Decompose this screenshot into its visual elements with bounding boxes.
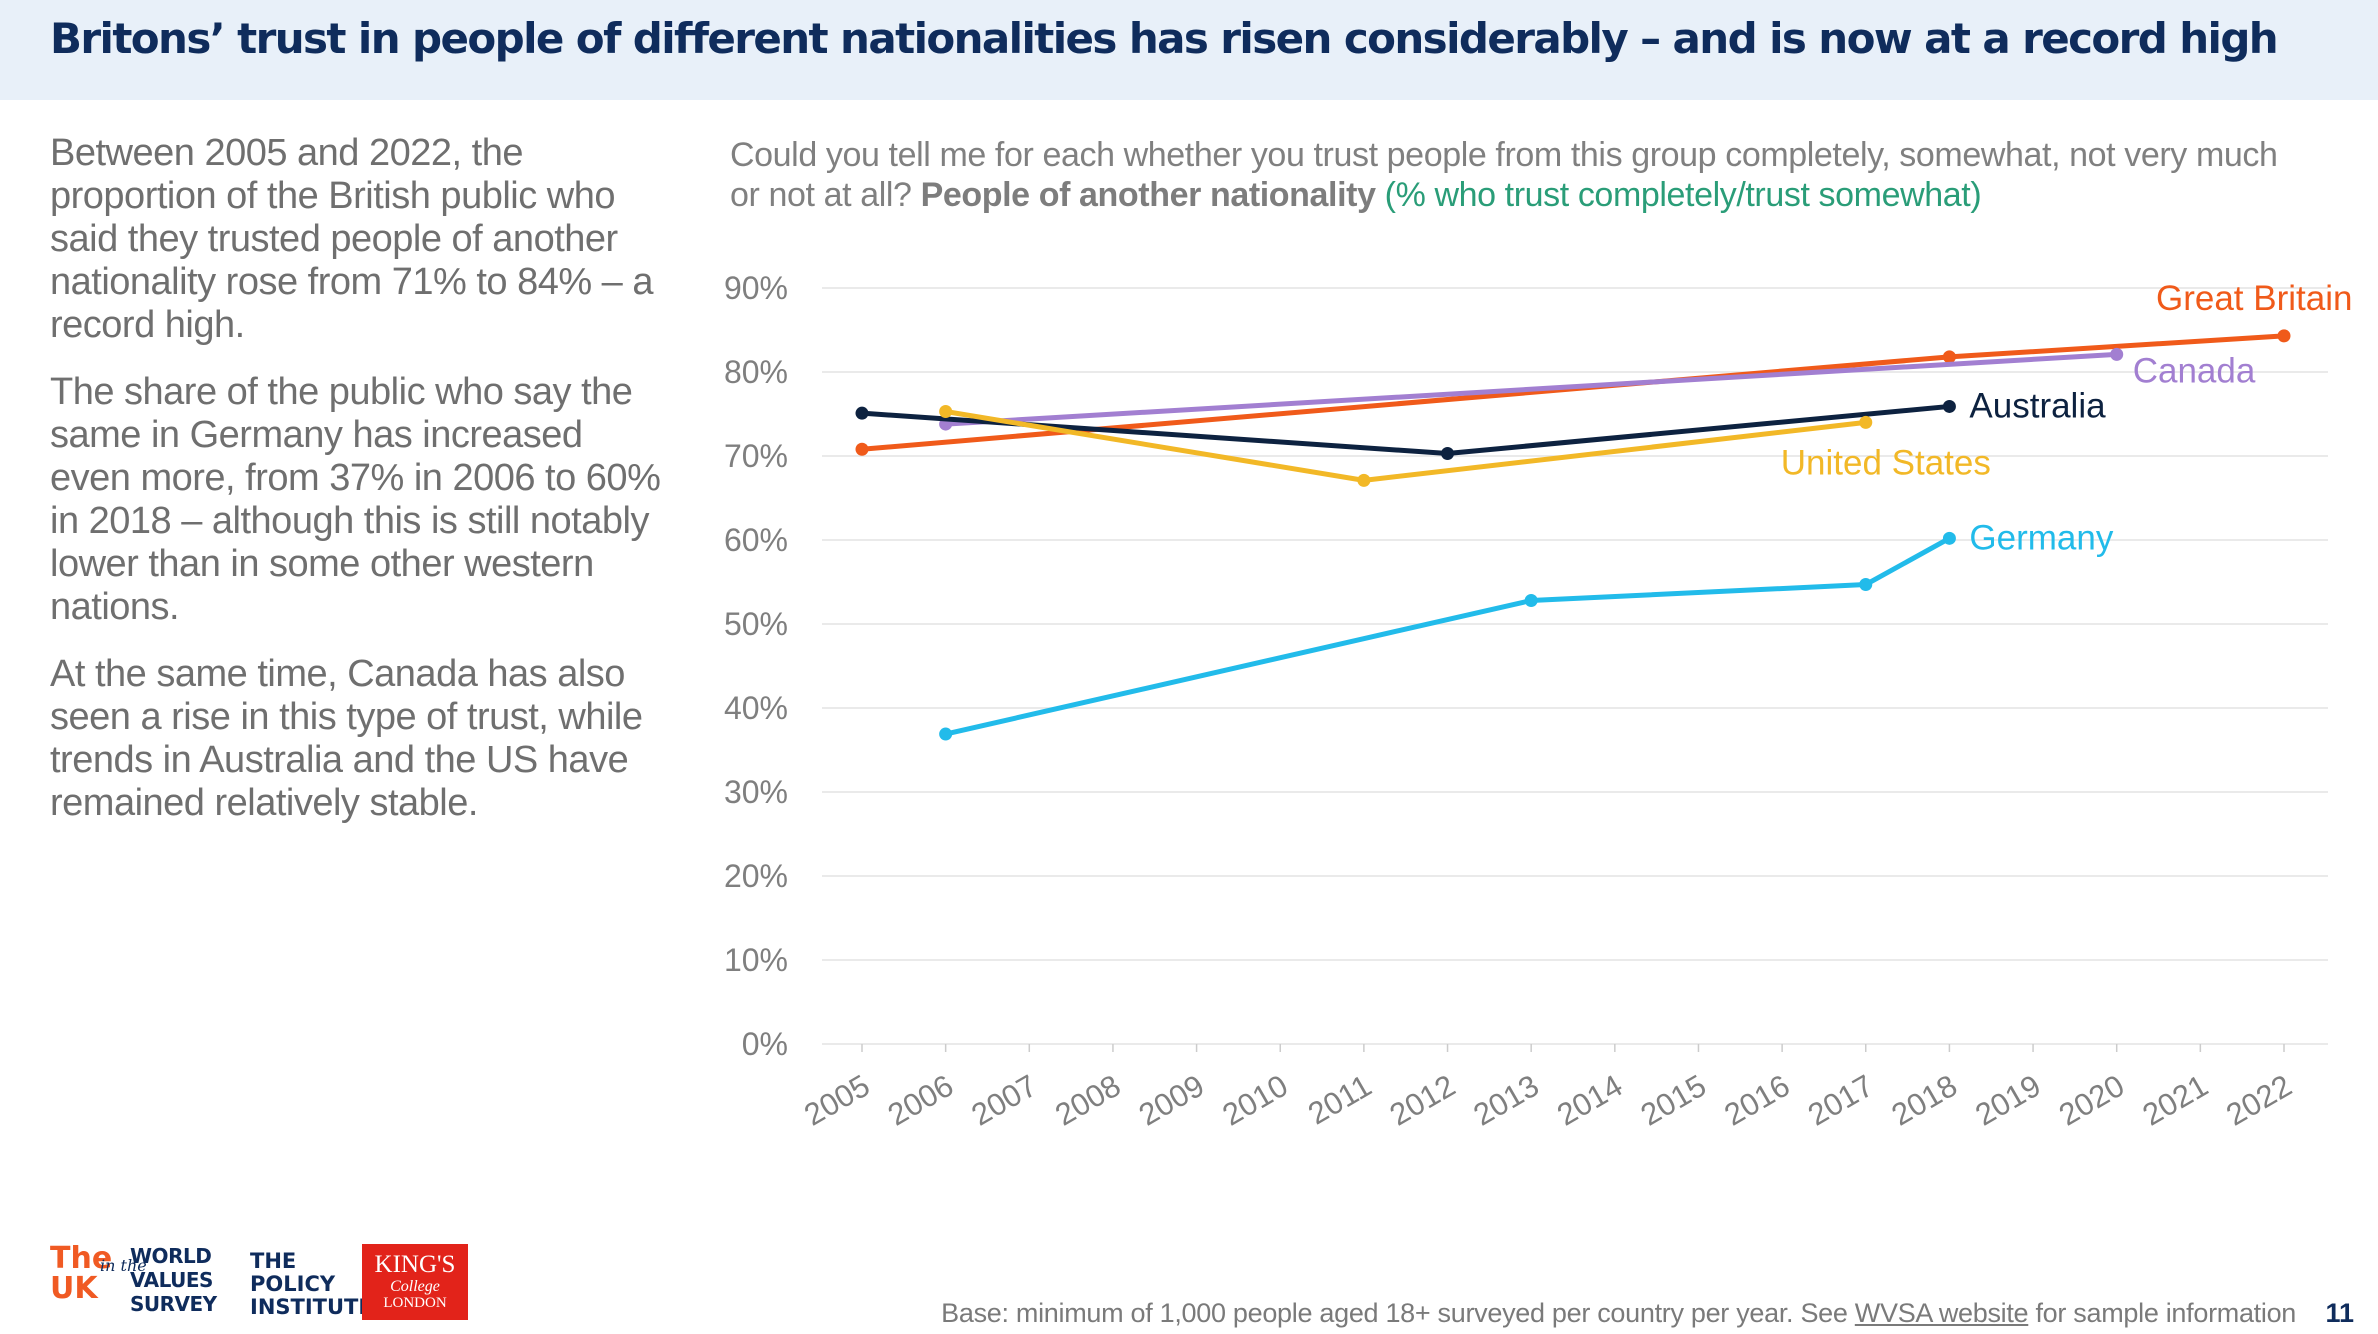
logo-wvs-line: WORLD <box>130 1244 212 1268</box>
x-tick-label: 2018 <box>1886 1068 1963 1133</box>
logo-the-word: The <box>50 1241 113 1276</box>
y-tick-label: 20% <box>724 858 788 894</box>
base-note-text: Base: minimum of 1,000 people aged 18+ s… <box>941 1298 1855 1328</box>
data-point <box>1859 578 1873 592</box>
x-tick-label: 2009 <box>1133 1068 1210 1133</box>
kings-college-logo: KING'S College LONDON <box>362 1244 468 1320</box>
y-tick-label: 60% <box>724 522 788 558</box>
y-tick-label: 50% <box>724 606 788 642</box>
logo-kings-line: LONDON <box>383 1295 447 1311</box>
x-axis: 2005 2006 2007 2008 2009 2010 2011 2012 2013 2014… <box>798 1044 2298 1133</box>
wvsa-website-link[interactable]: WVSA website <box>1854 1298 2029 1328</box>
data-point <box>1357 473 1371 487</box>
question-group: People of another nationality <box>920 176 1376 214</box>
y-tick-label: 70% <box>724 438 788 474</box>
series-label: Great Britain <box>2156 279 2352 318</box>
x-tick-label: 2013 <box>1467 1068 1544 1133</box>
series-line <box>943 408 1869 483</box>
y-tick-label: 40% <box>724 690 788 726</box>
logo-in-the: in the <box>100 1256 147 1275</box>
y-axis: 0% 10% 20% 30% 40% 50% 60% 70% 80% 90% <box>724 270 788 1062</box>
y-tick-label: 30% <box>724 774 788 810</box>
x-tick-label: 2016 <box>1718 1068 1795 1133</box>
y-tick-label: 10% <box>724 942 788 978</box>
logo-policy-line: POLICY <box>250 1272 336 1296</box>
title-banner <box>0 0 2378 100</box>
y-tick-label: 0% <box>742 1026 788 1062</box>
x-tick-label: 2008 <box>1049 1068 1126 1133</box>
narrative-paragraph-3: At the same time, Canada has also seen a… <box>50 653 643 824</box>
series-label: United States <box>1781 443 1991 482</box>
x-tick-label: 2014 <box>1551 1068 1628 1133</box>
x-tick-label: 2019 <box>1969 1068 2046 1133</box>
logo-policy-line: THE <box>250 1249 297 1273</box>
x-tick-label: 2005 <box>798 1068 875 1133</box>
x-tick-label: 2010 <box>1217 1068 1294 1133</box>
narrative-text: Between 2005 and 2022, the proportion of… <box>50 132 670 849</box>
logo-policy-line: INSTITUTE <box>250 1295 373 1319</box>
base-note-suffix: for sample information <box>2028 1298 2296 1328</box>
logo-kings-line: KING'S <box>374 1251 456 1278</box>
x-tick-label: 2015 <box>1635 1068 1712 1133</box>
x-tick-label: 2017 <box>1802 1068 1879 1133</box>
data-point <box>1859 415 1873 429</box>
question-measure: (% who trust completely/trust somewhat) <box>1384 176 1982 214</box>
x-tick-label: 2007 <box>966 1068 1043 1133</box>
uk-world-values-survey-logo: The UK in the WORLD VALUES SURVEY <box>50 1244 220 1317</box>
x-tick-label: 2022 <box>2220 1068 2297 1133</box>
series-line <box>943 351 2120 427</box>
data-point <box>2277 329 2291 343</box>
logo-the-uk: The UK <box>50 1244 112 1304</box>
data-point <box>1942 531 1956 545</box>
data-point <box>1942 350 1956 364</box>
policy-institute-logo: THE POLICY INSTITUTE <box>250 1250 373 1319</box>
narrative-paragraph-2: The share of the public who say the same… <box>50 371 661 628</box>
page-number: 11 <box>2325 1298 2354 1328</box>
series-label: Australia <box>1969 386 2106 425</box>
series-lines <box>855 329 2291 741</box>
x-tick-label: 2021 <box>2137 1068 2214 1133</box>
y-tick-label: 90% <box>724 270 788 306</box>
line-chart: 0%10%20%30%40%50%60%70%80%90% 2005 2006 20… <box>724 270 2353 1133</box>
data-point <box>1524 593 1538 607</box>
logo-wvs-line: VALUES <box>130 1268 213 1292</box>
data-point <box>855 442 869 456</box>
series-label: Germany <box>1969 518 2113 557</box>
data-point <box>855 406 869 420</box>
series-label: Canada <box>2133 351 2256 390</box>
series-labels: Great Britain Canada Australia United State… <box>1781 279 2353 557</box>
data-point <box>1942 399 1956 413</box>
data-point <box>939 727 953 741</box>
page-title: Britons’ trust in people of different na… <box>50 14 2279 63</box>
question-text: Could you tell me for each whether you t… <box>730 136 2278 214</box>
data-point <box>2110 347 2124 361</box>
series-line <box>943 535 1952 737</box>
y-tick-label: 80% <box>724 354 788 390</box>
x-tick-label: 2006 <box>882 1068 959 1133</box>
logo-wvs-line: SURVEY <box>130 1292 217 1316</box>
data-point <box>939 404 953 418</box>
logo-uk-word: UK <box>50 1271 98 1306</box>
logo-wvs-text: WORLD VALUES SURVEY <box>130 1244 217 1316</box>
x-tick-label: 2020 <box>2053 1068 2130 1133</box>
chart-question: Could you tell me for each whether you t… <box>730 135 2310 215</box>
base-note: Base: minimum of 1,000 people aged 18+ s… <box>941 1298 2296 1329</box>
narrative-paragraph-1: Between 2005 and 2022, the proportion of… <box>50 132 654 346</box>
data-point <box>1441 446 1455 460</box>
logo-kings-line: College <box>390 1278 440 1295</box>
x-tick-label: 2011 <box>1302 1068 1377 1132</box>
x-tick-label: 2012 <box>1384 1068 1461 1133</box>
